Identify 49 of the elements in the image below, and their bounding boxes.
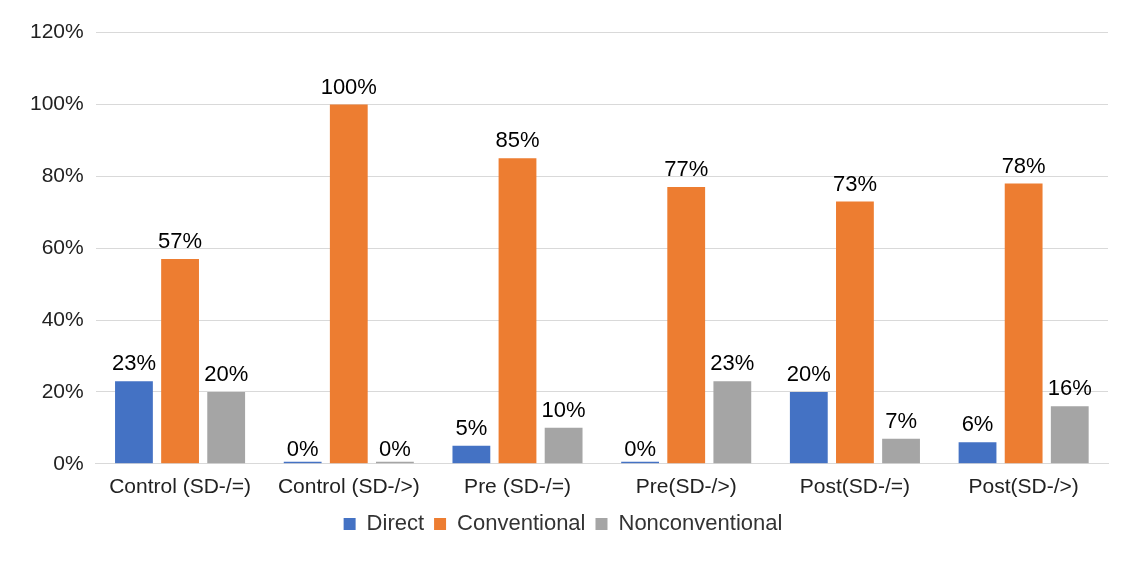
data-label: 20% [204,361,249,386]
y-tick-label: 40% [41,306,84,330]
data-label: 100% [320,73,377,99]
legend-label: Nonconventional [618,510,783,536]
y-tick-label: 120% [29,19,84,43]
data-label: 0% [624,435,656,461]
data-label: 16% [1047,375,1092,401]
x-tick-label: Control (SD-/>) [277,474,420,498]
data-label: 73% [832,170,877,196]
data-label: 20% [786,361,831,386]
data-label: 23% [111,350,156,376]
bar [329,104,368,464]
data-label: 85% [495,127,540,153]
x-tick-label: Pre (SD-/=) [464,474,571,498]
bar [958,442,997,464]
x-tick-label: Post(SD-/>) [968,474,1079,498]
bar [1004,183,1043,464]
bar [115,381,153,464]
bar [207,391,246,464]
data-label: 0% [379,435,411,461]
x-tick-label: Pre(SD-/>) [635,474,737,498]
x-tick-label: Control (SD-/=) [109,474,251,498]
bar [882,438,920,464]
bar [498,158,537,464]
data-label: 5% [455,414,488,440]
bar [667,187,706,464]
bar [452,445,491,464]
data-label: 0% [286,435,319,461]
bar [713,381,752,464]
data-label: 6% [961,411,994,437]
y-tick-label: 20% [41,378,84,402]
x-tick-label: Post(SD-/=) [799,474,911,498]
data-label: 77% [664,156,709,182]
y-tick-label: 80% [41,163,84,187]
y-tick-label: 0% [53,450,84,474]
legend-label: Direct [366,510,425,536]
bar [836,201,874,464]
legend-label: Conventional [457,510,586,536]
bar [161,258,199,464]
data-label: 10% [541,396,586,422]
data-label: 23% [710,350,755,376]
y-tick-label: 60% [41,235,84,258]
bar [544,427,583,464]
data-label: 7% [885,407,917,433]
y-tick-label: 100% [29,91,84,115]
data-label: 78% [1001,152,1046,178]
bar [789,391,828,464]
data-label: 57% [158,228,203,254]
bar [1050,406,1089,464]
